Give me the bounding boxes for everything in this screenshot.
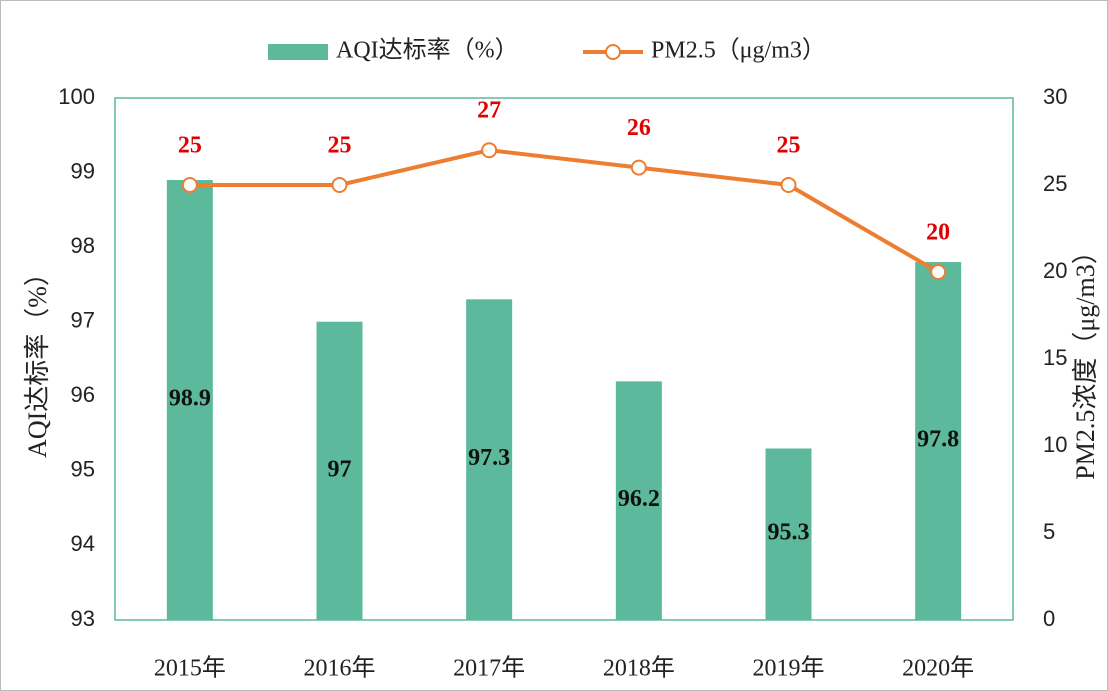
- line-marker: [780, 177, 797, 193]
- x-tick-label: 2015年: [154, 655, 226, 682]
- line-value-label: 25: [328, 133, 352, 159]
- bar: [166, 180, 213, 620]
- legend-swatch: [268, 44, 328, 60]
- y-tick-label: 94: [71, 531, 95, 556]
- line-value-label: 26: [627, 115, 651, 141]
- line-value-label: 25: [777, 133, 801, 159]
- bar: [316, 321, 363, 620]
- bar: [615, 381, 662, 620]
- line-marker: [930, 264, 947, 280]
- bar-value-label: 96.2: [618, 486, 660, 512]
- legend-marker: [605, 44, 621, 60]
- y2-tick-label: 30: [1043, 84, 1067, 109]
- x-tick-label: 2018年: [603, 655, 675, 682]
- line-marker: [181, 177, 198, 193]
- y-tick-label: 96: [71, 382, 95, 407]
- y-tick-label: 97: [71, 308, 95, 333]
- line: [189, 148, 940, 274]
- bar-value-label: 97.8: [917, 427, 959, 453]
- y-tick-label: 98: [71, 233, 95, 258]
- x-tick-label: 2020年: [902, 655, 974, 682]
- y2-tick-label: 10: [1043, 432, 1067, 457]
- y2-tick-label: 20: [1043, 258, 1067, 283]
- line-value-label: 25: [178, 133, 202, 159]
- x-tick-label: 2017年: [453, 655, 525, 682]
- line-marker: [630, 159, 647, 176]
- legend-label: AQI达标率（%）: [336, 37, 519, 64]
- bar-value-label: 98.9: [169, 386, 211, 412]
- y-tick-label: 100: [58, 84, 95, 109]
- y2-axis-label: PM2.5浓度（μg/m3）: [1071, 238, 1100, 479]
- y-tick-label: 95: [71, 457, 95, 482]
- y-tick-label: 99: [71, 158, 95, 183]
- line-marker: [331, 177, 348, 193]
- plot-border: [114, 97, 1014, 621]
- y2-tick-label: 0: [1043, 606, 1055, 631]
- bar: [765, 448, 812, 620]
- bar-value-label: 95.3: [768, 520, 810, 546]
- bar: [915, 262, 962, 620]
- y2-tick-label: 15: [1043, 345, 1067, 370]
- legend-label: PM2.5（μg/m3）: [651, 38, 826, 64]
- bar: [466, 299, 513, 620]
- line-marker: [481, 142, 498, 159]
- bar-value-label: 97.3: [468, 445, 510, 471]
- line-value-label: 27: [477, 98, 501, 124]
- bar-value-label: 97: [328, 456, 352, 482]
- y-axis-label: AQI达标率（%）: [23, 260, 52, 458]
- y-tick-label: 93: [71, 606, 95, 631]
- x-tick-label: 2019年: [753, 655, 825, 682]
- line-value-label: 20: [926, 220, 950, 246]
- x-tick-label: 2016年: [304, 655, 376, 682]
- y2-tick-label: 5: [1043, 519, 1055, 544]
- y2-tick-label: 25: [1043, 171, 1067, 196]
